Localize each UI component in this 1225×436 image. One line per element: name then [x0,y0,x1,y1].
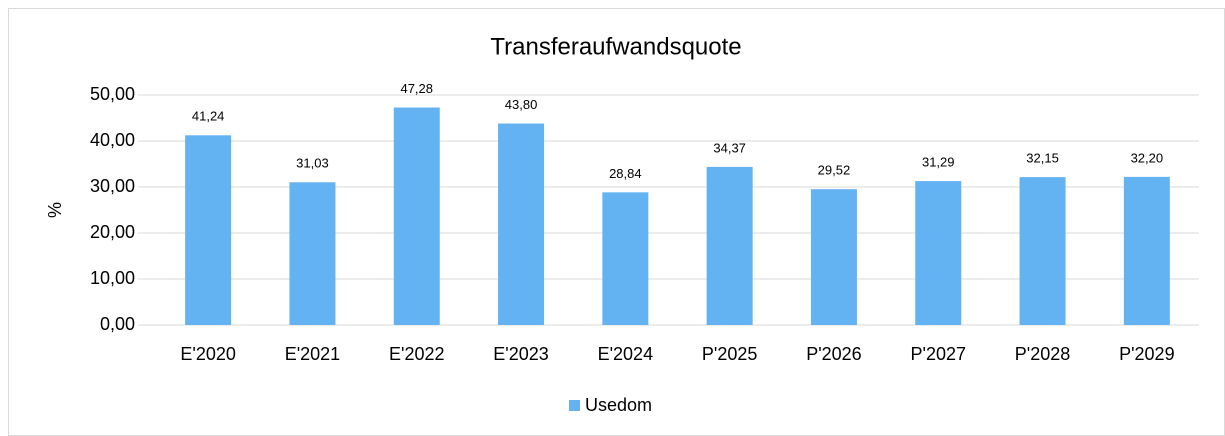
y-tick-label: 30,00 [90,176,135,196]
x-tick-label: E'2022 [389,344,445,364]
bar [602,192,649,325]
x-tick-label: P'2025 [702,344,758,364]
data-label: 41,24 [192,109,225,124]
x-tick-label: P'2028 [1015,344,1071,364]
data-label: 43,80 [505,97,538,112]
data-label: 32,20 [1131,150,1164,165]
x-tick-label: E'2021 [285,344,341,364]
bar [393,107,440,326]
data-label: 31,29 [922,155,955,170]
bar [289,182,336,325]
x-tick-label: E'2024 [598,344,654,364]
chart-title: Transferaufwandsquote [490,33,741,60]
data-label: 47,28 [400,81,433,96]
data-label: 34,37 [713,140,746,155]
data-label: 32,15 [1026,151,1059,166]
y-tick-label: 0,00 [100,314,135,334]
legend-swatch [569,400,580,411]
bar [915,181,962,325]
x-tick-label: P'2029 [1119,344,1175,364]
legend-label: Usedom [585,395,652,415]
y-tick-label: 20,00 [90,222,135,242]
bar [1019,177,1066,325]
y-tick-label: 40,00 [90,130,135,150]
y-axis-label: % [45,202,65,218]
x-tick-label: E'2020 [180,344,236,364]
x-tick-label: P'2026 [806,344,862,364]
bar [1123,176,1170,325]
data-label: 28,84 [609,166,642,181]
bar [498,123,545,326]
data-label: 31,03 [296,156,329,171]
y-tick-label: 50,00 [90,84,135,104]
bar [185,135,232,325]
bar [706,166,753,325]
x-tick-label: P'2027 [911,344,967,364]
x-tick-label: E'2023 [493,344,549,364]
data-label: 29,52 [818,163,851,178]
bar [810,189,857,325]
y-tick-label: 10,00 [90,268,135,288]
